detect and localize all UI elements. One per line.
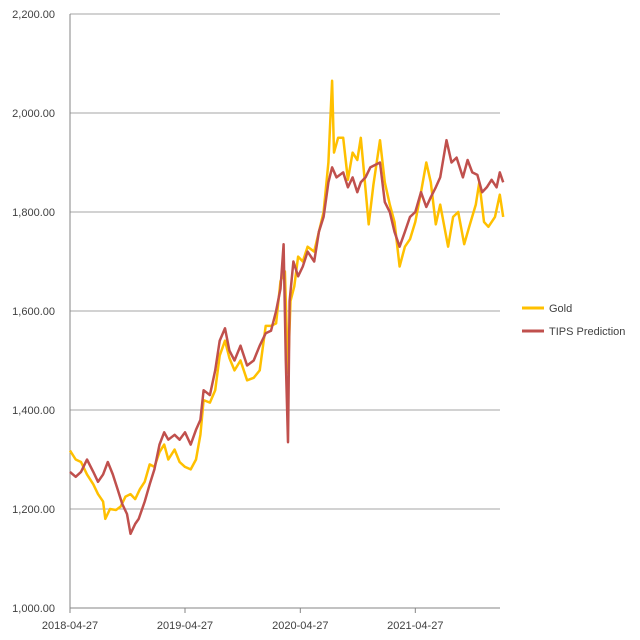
y-tick-label: 2,200.00 (12, 9, 55, 21)
y-tick-label: 2,000.00 (12, 108, 55, 120)
x-tick-label: 2021-04-27 (387, 620, 443, 632)
x-tick-label: 2020-04-27 (272, 620, 328, 632)
legend-label: TIPS Prediction (549, 326, 625, 338)
legend-label: Gold (549, 303, 572, 315)
series-line-tips-prediction (69, 138, 505, 536)
y-axis: 1,000.00 1,200.00 1,400.00 1,600.00 1,800.00… (12, 9, 71, 615)
legend: Gold TIPS Prediction (522, 303, 625, 338)
y-tick-label: 1,200.00 (12, 504, 55, 516)
series-line-gold (68, 79, 505, 521)
series-lines (68, 79, 505, 536)
y-tick-label: 1,000.00 (12, 603, 55, 615)
x-tick-label: 2018-04-27 (42, 620, 98, 632)
x-tick-label: 2019-04-27 (157, 620, 213, 632)
y-tick-label: 1,600.00 (12, 306, 55, 318)
y-tick-label: 1,800.00 (12, 207, 55, 219)
x-axis: 2018-04-27 2019-04-27 2020-04-27 2021-04-27 (42, 607, 500, 632)
y-tick-label: 1,400.00 (12, 405, 55, 417)
